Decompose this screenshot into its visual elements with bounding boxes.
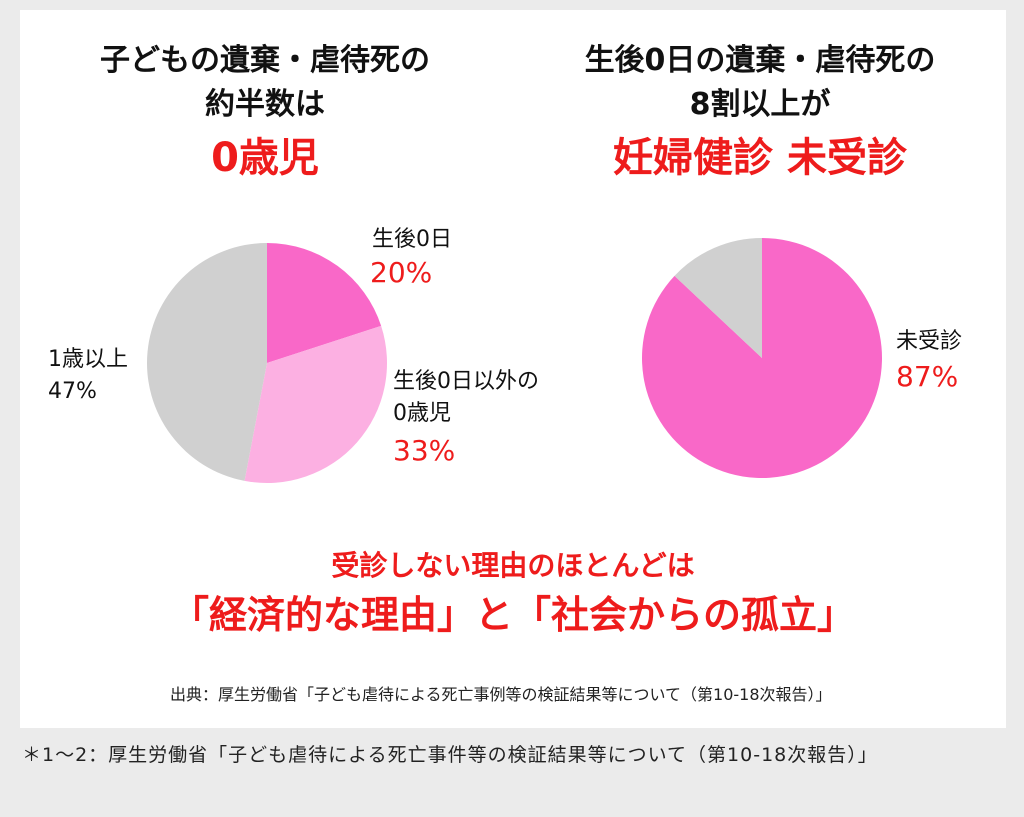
left-pie-slice-1 [267, 243, 382, 363]
label-day0-value: 20% [370, 256, 433, 289]
right-heading-line1: 生後0日の遺棄・虐待死の [584, 43, 936, 78]
source-citation: 出典：厚生労働省「子ども虐待による死亡事例等の検証結果等について（第10-18次… [170, 685, 832, 704]
footnote: ＊1〜2：厚生労働省「子ども虐待による死亡事件等の検証結果等について（第10-1… [22, 744, 878, 766]
label-age1-value: 47% [48, 379, 97, 404]
label-unexamined-value: 87% [896, 360, 959, 393]
label-unexamined-name: 未受診 [896, 329, 963, 354]
label-day0-name: 生後0日 [372, 227, 452, 252]
label-other0-value: 33% [393, 434, 456, 467]
message-line1: 受診しない理由のほとんどは [331, 549, 695, 582]
label-other0-name-line2: 0歳児 [393, 401, 451, 426]
left-heading-line1: 子どもの遺棄・虐待死の [100, 43, 430, 78]
message-line2: 「経済的な理由」と「社会からの孤立」 [170, 593, 855, 637]
label-age1-name: 1歳以上 [48, 347, 128, 372]
pie-chart-left [146, 243, 387, 484]
left-heading-line2: 約半数は [205, 87, 325, 122]
left-pie-slice-2 [244, 325, 387, 484]
label-other0-name-line1: 生後0日以外の [393, 369, 539, 394]
right-pie-slice-2 [674, 238, 762, 358]
left-pie-slice-3 [146, 243, 267, 481]
pie-chart-right [641, 238, 882, 479]
right-highlight: 妊婦健診 未受診 [613, 135, 907, 181]
left-highlight: 0歳児 [211, 135, 319, 181]
right-heading-line2: 8割以上が [689, 87, 831, 122]
